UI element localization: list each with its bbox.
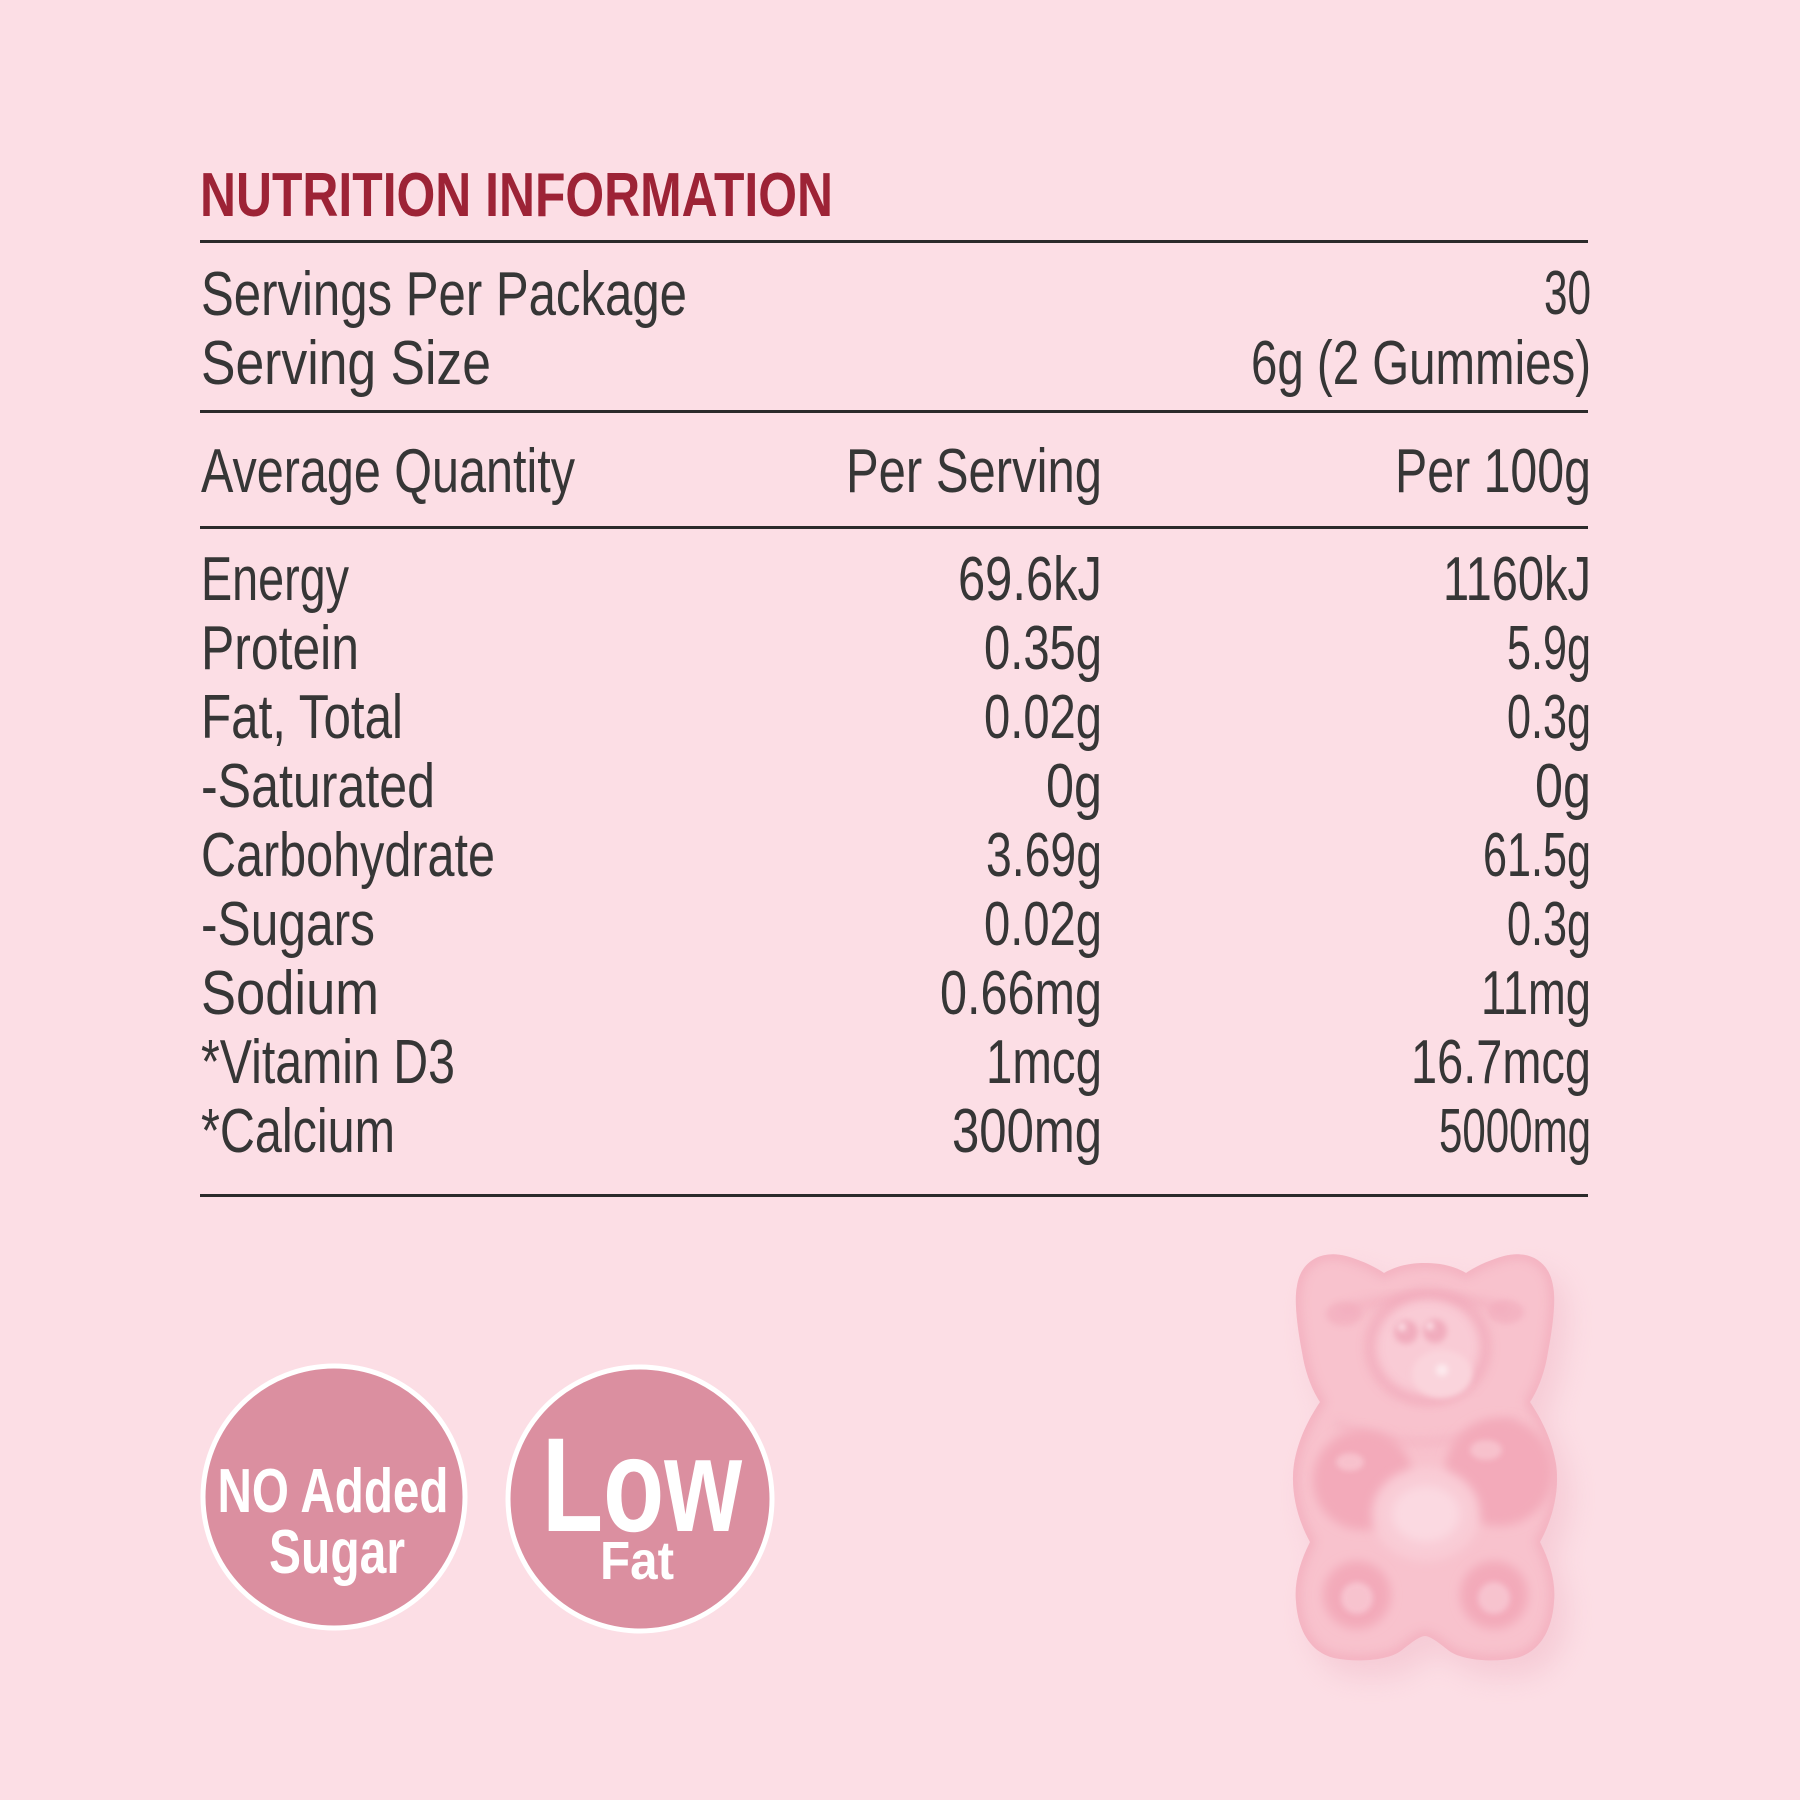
- svg-text:Per Serving: Per Serving: [846, 437, 1102, 506]
- svg-text:0g: 0g: [1535, 752, 1591, 821]
- svg-text:Servings Per Package: Servings Per Package: [201, 260, 687, 329]
- svg-text:1160kJ: 1160kJ: [1443, 545, 1591, 614]
- svg-text:Per 100g: Per 100g: [1395, 437, 1591, 506]
- svg-text:5000mg: 5000mg: [1439, 1097, 1591, 1166]
- svg-text:Protein: Protein: [201, 614, 359, 683]
- svg-text:*Vitamin D3: *Vitamin D3: [201, 1028, 455, 1097]
- svg-text:0.3g: 0.3g: [1507, 683, 1591, 752]
- svg-text:NUTRITION INFORMATION: NUTRITION INFORMATION: [200, 161, 833, 230]
- svg-text:Carbohydrate: Carbohydrate: [201, 821, 495, 890]
- svg-text:69.6kJ: 69.6kJ: [958, 545, 1102, 614]
- svg-text:Serving Size: Serving Size: [201, 329, 491, 398]
- svg-text:0.02g: 0.02g: [984, 890, 1102, 959]
- svg-text:0g: 0g: [1046, 752, 1102, 821]
- svg-text:NO Added: NO Added: [218, 1457, 449, 1526]
- svg-text:11mg: 11mg: [1481, 959, 1591, 1028]
- svg-text:5.9g: 5.9g: [1507, 614, 1591, 683]
- svg-text:6g (2 Gummies): 6g (2 Gummies): [1251, 329, 1591, 398]
- svg-text:0.3g: 0.3g: [1507, 890, 1591, 959]
- svg-text:Energy: Energy: [201, 545, 349, 614]
- svg-text:3.69g: 3.69g: [986, 821, 1102, 890]
- svg-text:*Calcium: *Calcium: [201, 1097, 395, 1166]
- svg-text:0.02g: 0.02g: [984, 683, 1102, 752]
- svg-text:Sugar: Sugar: [269, 1518, 405, 1587]
- svg-text:30: 30: [1544, 259, 1591, 328]
- svg-text:-Saturated: -Saturated: [201, 752, 435, 821]
- svg-text:Low: Low: [542, 1411, 743, 1560]
- svg-text:0.66mg: 0.66mg: [940, 959, 1102, 1028]
- svg-text:0.35g: 0.35g: [984, 614, 1102, 683]
- svg-text:61.5g: 61.5g: [1483, 821, 1591, 890]
- svg-text:Average Quantity: Average Quantity: [201, 437, 575, 506]
- svg-text:16.7mcg: 16.7mcg: [1411, 1028, 1591, 1097]
- svg-text:300mg: 300mg: [952, 1097, 1102, 1166]
- svg-text:Fat, Total: Fat, Total: [201, 683, 403, 752]
- svg-text:-Sugars: -Sugars: [201, 890, 375, 959]
- svg-text:Fat: Fat: [600, 1531, 674, 1591]
- svg-text:1mcg: 1mcg: [986, 1028, 1102, 1097]
- svg-text:Sodium: Sodium: [201, 959, 379, 1028]
